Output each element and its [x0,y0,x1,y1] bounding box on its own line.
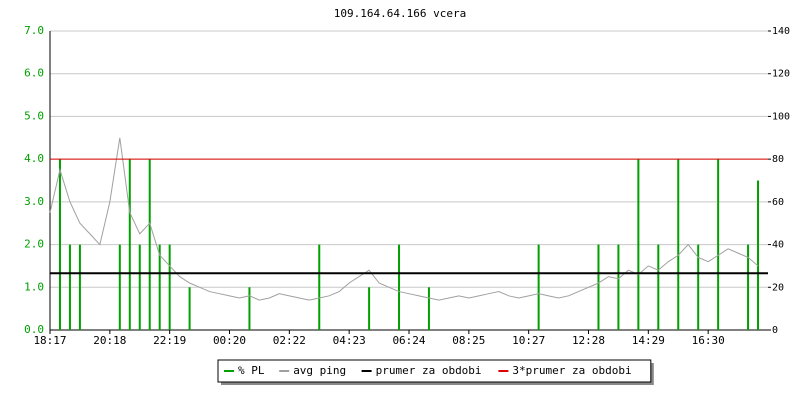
y2-tick-label: 80 [772,154,784,165]
x-tick-label: 20:18 [93,334,126,347]
y2-tick-label: 20 [772,282,784,293]
legend-label: avg ping [293,364,346,377]
y2-tick-label: 40 [772,240,784,251]
x-tick-label: 02:22 [273,334,306,347]
y-tick-label: 0.0 [24,323,44,336]
y-tick-label: 7.0 [24,24,44,37]
legend-label: % PL [238,364,265,377]
y-tick-label: 5.0 [24,109,44,122]
y2-tick-label: 60 [772,197,784,208]
x-tick-label: 12:28 [572,334,605,347]
y2-tick-label: 0 [772,325,778,336]
chart-title: 109.164.64.166 vcera [334,7,466,20]
x-tick-label: 06:24 [392,334,425,347]
x-tick-label: 00:20 [213,334,246,347]
y2-tick-label: 100 [772,111,790,122]
legend-label: 3*prumer za obdobi [512,364,631,377]
y2-tick-label: 120 [772,69,790,80]
legend-label: prumer za obdobi [376,364,482,377]
y-tick-label: 2.0 [24,238,44,251]
y-tick-label: 1.0 [24,280,44,293]
x-tick-label: 22:19 [153,334,186,347]
x-tick-label: 16:30 [692,334,725,347]
ping-line [49,137,759,301]
x-tick-label: 14:29 [632,334,665,347]
x-tick-label: 10:27 [512,334,545,347]
x-tick-label: 18:17 [33,334,66,347]
y-tick-label: 6.0 [24,67,44,80]
y-tick-label: 4.0 [24,152,44,165]
y-tick-label: 3.0 [24,195,44,208]
x-tick-label: 08:25 [452,334,485,347]
legend-box [217,359,652,383]
x-tick-label: 04:23 [333,334,366,347]
y2-tick-label: 140 [772,26,790,37]
